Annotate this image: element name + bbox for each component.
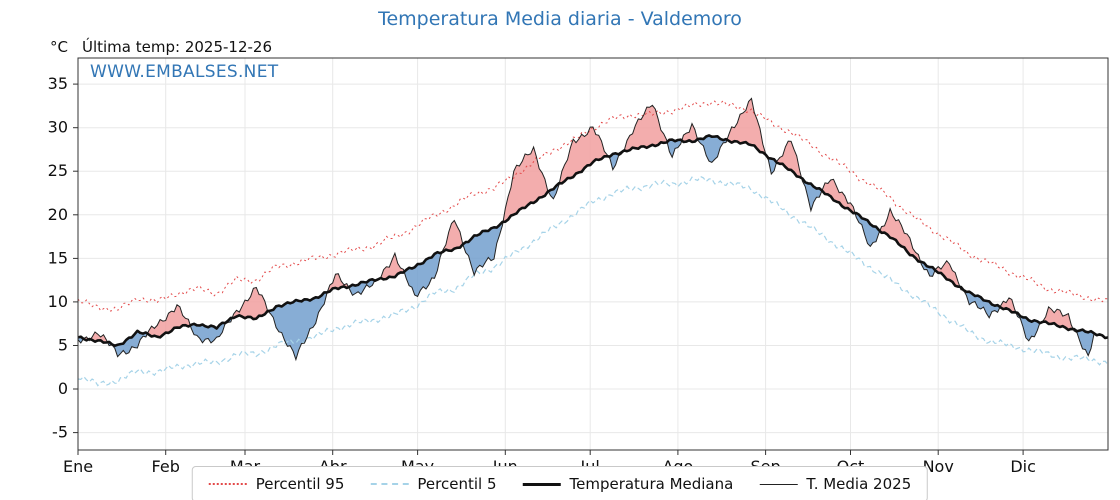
legend-line-median-icon [522, 482, 561, 486]
svg-text:30: 30 [48, 118, 68, 137]
svg-text:20: 20 [48, 205, 68, 224]
legend-label: T. Media 2025 [806, 475, 912, 493]
svg-text:Feb: Feb [152, 457, 180, 476]
last-temp-label: Última temp: 2025-12-26 [81, 38, 272, 56]
chart-title: Temperatura Media diaria - Valdemoro [378, 8, 742, 30]
unit-label: °C [50, 38, 68, 56]
svg-text:Nov: Nov [923, 457, 954, 476]
legend-line-p95-icon [208, 483, 247, 485]
svg-text:Ene: Ene [63, 457, 93, 476]
svg-text:35: 35 [48, 74, 68, 93]
svg-text:15: 15 [48, 248, 68, 267]
watermark: WWW.EMBALSES.NET [90, 62, 279, 82]
svg-text:5: 5 [58, 336, 68, 355]
svg-text:10: 10 [48, 292, 68, 311]
svg-text:Dic: Dic [1010, 457, 1036, 476]
chart-subheader: °C Última temp: 2025-12-26 [50, 38, 272, 56]
legend-label: Percentil 95 [255, 475, 345, 493]
legend-line-p5-icon [370, 483, 409, 485]
legend-label: Percentil 5 [417, 475, 497, 493]
svg-text:-5: -5 [52, 423, 68, 442]
legend-label: Temperatura Mediana [569, 475, 734, 493]
legend-item-t2025: T. Media 2025 [759, 475, 911, 493]
legend-item-p95: Percentil 95 [208, 475, 345, 493]
svg-text:0: 0 [58, 379, 68, 398]
legend-line-t2025-icon [759, 483, 798, 485]
legend-item-p5: Percentil 5 [370, 475, 496, 493]
legend-item-median: Temperatura Mediana [522, 475, 733, 493]
chart-legend: Percentil 95 Percentil 5 Temperatura Media… [191, 466, 929, 500]
svg-text:25: 25 [48, 161, 68, 180]
